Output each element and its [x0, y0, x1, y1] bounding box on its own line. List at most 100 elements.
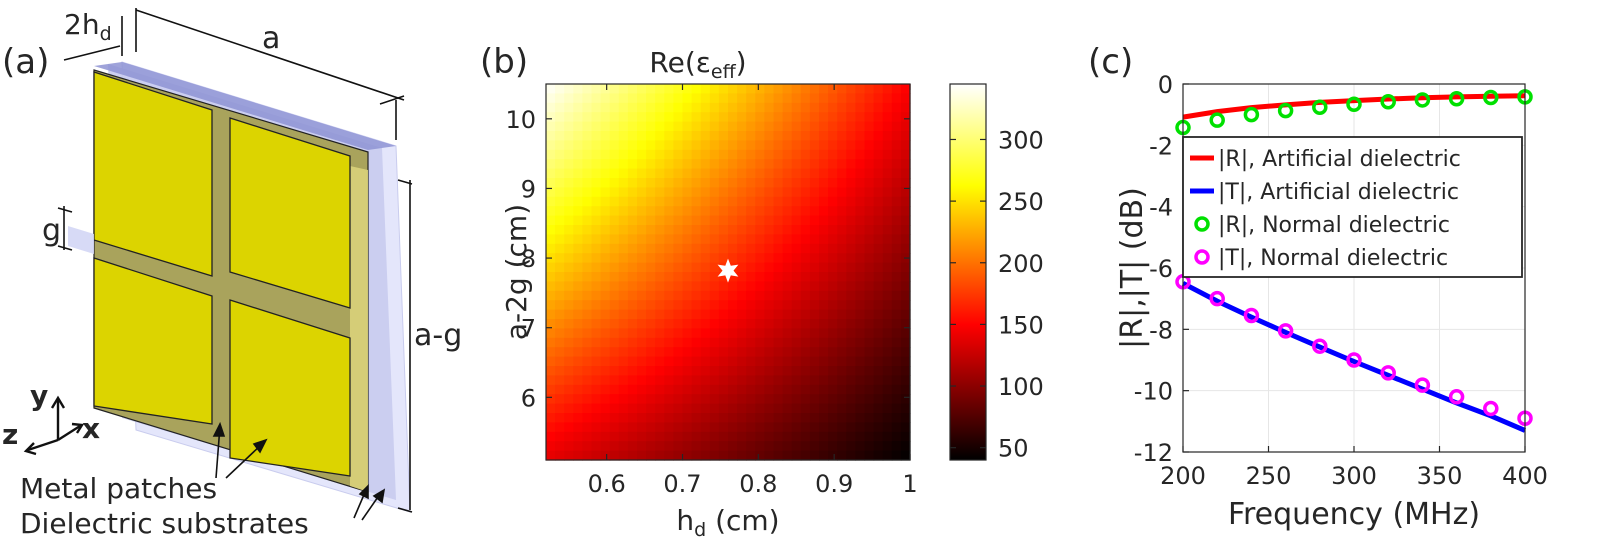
heatmap-cell	[591, 272, 602, 282]
heatmap-cell	[764, 413, 775, 423]
heatmap-cell	[837, 84, 847, 94]
heatmap-cell	[600, 403, 611, 414]
panel-c-lineplot: (c) 200 250 300 350 400 0-2-4-6-8-10-12 Freq…	[1088, 42, 1548, 532]
heatmap-cell	[673, 366, 684, 376]
heatmap-cell	[809, 375, 820, 386]
heatmap-cell	[891, 375, 902, 386]
heatmap-cell	[846, 93, 856, 104]
heatmap-cell	[582, 347, 593, 358]
heatmap-cell	[819, 206, 829, 217]
heatmap-cell	[809, 140, 820, 151]
heatmap-cell	[791, 337, 802, 348]
heatmap-cell	[728, 356, 738, 367]
heatmap-cell	[618, 272, 629, 282]
heatmap-cell	[673, 84, 684, 94]
heatmap-cell	[791, 178, 802, 188]
heatmap-cell	[855, 337, 866, 348]
heatmap-cell	[746, 413, 756, 423]
panel-a-label: (a)	[2, 42, 49, 82]
heatmap-cell	[800, 121, 811, 132]
heatmap-cell	[728, 93, 738, 104]
heatmap-cell	[873, 319, 884, 329]
heatmap-cell	[864, 225, 875, 235]
heatmap-cell	[782, 290, 793, 301]
heatmap-cell	[600, 243, 611, 254]
heatmap-cell	[700, 290, 711, 301]
heatmap-cell	[855, 140, 866, 151]
heatmap-cell	[673, 149, 684, 160]
series-marker	[1414, 377, 1431, 393]
heatmap-cell	[564, 121, 574, 132]
heatmap-cell	[846, 262, 856, 273]
heatmap-cell	[900, 84, 911, 94]
heatmap-cell	[737, 384, 747, 395]
heatmap-cell	[682, 225, 693, 235]
heatmap-cell	[764, 375, 775, 386]
heatmap-cell	[664, 234, 674, 245]
heatmap-cell	[609, 84, 620, 94]
heatmap-cell	[800, 196, 811, 207]
heatmap-cell	[819, 187, 829, 198]
heatmap-cell	[900, 149, 911, 160]
heatmap-cell	[618, 243, 629, 254]
heatmap-cell	[673, 121, 684, 132]
ytick-label: -2	[1149, 132, 1173, 160]
heatmap-cell	[800, 206, 811, 217]
heatmap-cell	[700, 441, 711, 452]
heatmap-cell	[728, 168, 738, 179]
heatmap-cell	[764, 168, 775, 179]
heatmap-cell	[891, 441, 902, 452]
heatmap-cell	[673, 272, 684, 282]
heatmap-cell	[564, 309, 574, 320]
heatmap-cell	[755, 309, 765, 320]
heatmap-cell	[737, 422, 747, 433]
heatmap-cell	[728, 187, 738, 198]
heatmap-cell	[600, 159, 611, 170]
heatmap-cell	[791, 281, 802, 292]
heatmap-cell	[800, 187, 811, 198]
heatmap-cell	[782, 394, 793, 405]
heatmap-cell	[564, 243, 574, 254]
heatmap-cell	[655, 196, 665, 207]
heatmap-cell	[627, 102, 638, 113]
heatmap-cell	[700, 178, 711, 188]
heatmap-cell	[728, 319, 738, 329]
heatmap-cell	[828, 131, 838, 141]
heatmap-cell	[582, 102, 593, 113]
heatmap-cell	[782, 112, 793, 123]
heatmap-cell	[637, 394, 647, 405]
heatmap-cell	[755, 272, 765, 282]
heatmap-cell	[637, 431, 647, 442]
heatmap-cell	[819, 225, 829, 235]
series-marker	[1346, 96, 1362, 112]
heatmap-cell	[737, 347, 747, 358]
heatmap-cell	[773, 159, 784, 170]
heatmap-cell	[819, 131, 829, 141]
colorbar-tick-label: 200	[998, 250, 1044, 278]
heatmap-cell	[828, 384, 838, 395]
heatmap-cell	[746, 394, 756, 405]
xtick-label: 300	[1331, 462, 1377, 490]
heatmap-cell	[873, 441, 884, 452]
heatmap-cell	[555, 159, 565, 170]
heatmap-cell	[773, 84, 784, 94]
heatmap-cell	[673, 234, 684, 245]
heatmap-cell	[618, 234, 629, 245]
heatmap-cell	[846, 112, 856, 123]
metal-patch	[229, 299, 351, 477]
heatmap-cell	[582, 225, 593, 235]
heatmap-cell	[682, 300, 693, 311]
heatmap-cell	[900, 366, 911, 376]
heatmap-cell	[809, 178, 820, 188]
heatmap-cell	[718, 215, 729, 226]
heatmap-cell	[591, 102, 602, 113]
heatmap-cell	[864, 403, 875, 414]
heatmap-cell	[882, 93, 893, 104]
heatmap-cell	[873, 403, 884, 414]
heatmap-cell	[800, 366, 811, 376]
heatmap-cell	[873, 450, 884, 461]
heatmap-cell	[709, 243, 720, 254]
heatmap-cell	[573, 356, 583, 367]
heatmap-cell	[737, 93, 747, 104]
